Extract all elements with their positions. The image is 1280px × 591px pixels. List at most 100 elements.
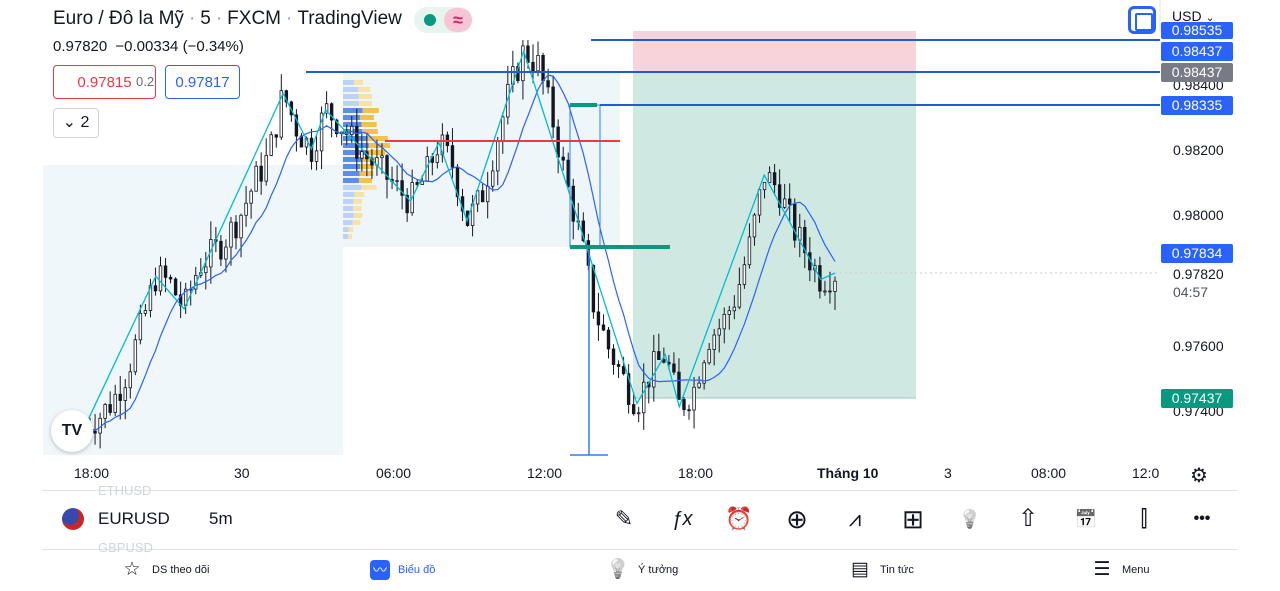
price-change-pct: (−0.34%)	[182, 38, 244, 55]
candle-body	[672, 363, 676, 373]
more-icon[interactable]: •••	[1193, 510, 1211, 527]
nav-news[interactable]: ▤ Tin tức	[848, 556, 914, 584]
candle-body	[833, 280, 837, 292]
time-tick: 12:00	[527, 465, 563, 481]
sell-button[interactable]: 0.97815	[53, 65, 156, 99]
sell-price: 0.97815	[77, 74, 132, 91]
candle-body	[777, 184, 782, 208]
eu-us-flag-icon	[62, 508, 84, 530]
candle-body	[742, 264, 747, 285]
volume-bar-buy	[343, 213, 354, 218]
stop-zone[interactable]	[633, 31, 916, 72]
volume-bar-buy	[343, 150, 367, 155]
chart-settings-gear-icon[interactable]: ⚙	[1190, 465, 1208, 487]
time-tick: 30	[234, 465, 250, 481]
volume-bar-buy	[343, 206, 354, 211]
candle-body	[601, 324, 606, 331]
candle-body	[657, 351, 661, 360]
chart-title[interactable]: Euro / Đô la Mỹ · 5 · FXCM · TradingView	[53, 8, 402, 29]
candle-body	[420, 180, 424, 185]
market-open-dot-icon	[424, 14, 436, 26]
candle-body	[133, 339, 138, 373]
volume-bar-buy	[343, 164, 361, 169]
candle-body	[767, 172, 772, 183]
chevron-down-icon: ⌄	[62, 114, 77, 131]
price-label-stop[interactable]: 0.98535	[1161, 22, 1233, 39]
layout-grid-icon[interactable]: ⊞	[902, 504, 924, 534]
candle-body	[687, 409, 691, 412]
tradingview-logo-icon[interactable]: TV	[51, 410, 93, 452]
candle-body	[793, 203, 797, 241]
price-label-entry-gray[interactable]: 0.98437	[1161, 63, 1233, 82]
timeframe-selector[interactable]: 5m	[209, 509, 233, 528]
idea-bulb-icon[interactable]: 💡	[958, 509, 982, 529]
indicators-icon[interactable]: ƒx	[671, 508, 693, 530]
candle-body	[148, 285, 153, 311]
candle-body	[737, 284, 742, 308]
nav-label: Tin tức	[880, 564, 914, 576]
volume-bar-sell	[362, 129, 378, 134]
volume-bar-sell	[362, 108, 379, 113]
chevron-down-icon: ⌄	[1205, 12, 1215, 24]
time-tick: 3	[944, 465, 952, 481]
nav-ideas[interactable]: 💡 Ý tưởng	[606, 556, 678, 584]
alert-clock-icon[interactable]: ⏰	[725, 506, 753, 531]
candle-body	[254, 165, 258, 192]
candle-body	[249, 190, 253, 204]
price-label-target[interactable]: 0.97437	[1161, 389, 1233, 408]
fullscreen-icon[interactable]	[1128, 6, 1156, 34]
volume-bar-sell	[352, 220, 361, 225]
indicator-toggle-button[interactable]: ⌄ 2	[53, 108, 99, 138]
nav-label: Ý tưởng	[638, 564, 679, 576]
candle-body	[294, 114, 299, 137]
volume-bar-buy	[343, 94, 359, 99]
volume-bar-buy	[343, 157, 362, 162]
candle-body	[279, 90, 284, 138]
candle-style-icon[interactable]: ⫿	[1140, 506, 1148, 531]
volume-bar-buy	[343, 171, 360, 176]
price-label-entry[interactable]: 0.98437	[1161, 42, 1233, 61]
add-icon[interactable]: ⊕	[786, 504, 808, 534]
buy-price: 0.97817	[175, 74, 230, 91]
candle-body	[662, 359, 666, 363]
candle-body	[229, 221, 233, 248]
candle-body	[692, 386, 696, 411]
prev-symbol-ghost: ETHUSD	[98, 483, 152, 498]
candle-body	[611, 348, 616, 365]
buy-button[interactable]: 0.97817	[165, 65, 240, 99]
candle-body	[450, 145, 455, 168]
candle-body	[395, 180, 399, 183]
nav-menu[interactable]: ☰ Menu	[1090, 556, 1150, 584]
volume-bar-buy	[343, 178, 359, 183]
nav-watchlist[interactable]: ☆ DS theo dõi	[120, 556, 209, 584]
candle-body	[772, 172, 777, 186]
candle-body	[501, 116, 505, 142]
symbol-selector[interactable]: EURUSD	[98, 509, 170, 528]
candle-body	[626, 373, 631, 405]
interval-label: 5	[200, 8, 211, 29]
volume-bar-buy	[343, 199, 354, 204]
market-status[interactable]: ≈	[414, 7, 472, 33]
chart-type-icon[interactable]: ⩘	[848, 506, 862, 531]
price-label-ma[interactable]: 0.97834	[1161, 244, 1233, 263]
candle-body	[153, 285, 158, 292]
volume-bar-sell	[361, 157, 377, 162]
nav-chart[interactable]: 〰 Biểu đồ	[370, 556, 435, 584]
candle-body	[536, 55, 540, 72]
replay-calendar-icon[interactable]: 📅	[1074, 509, 1098, 529]
candle-body	[405, 194, 409, 214]
candle-body	[103, 404, 107, 419]
draw-tool-icon[interactable]: ✎	[614, 506, 634, 531]
time-tick: 06:00	[376, 465, 412, 481]
candle-body	[380, 155, 384, 159]
nav-label: Menu	[1122, 564, 1150, 576]
candle-body	[259, 165, 263, 182]
candle-body	[163, 265, 168, 278]
candle-body	[606, 329, 611, 350]
candle-body	[440, 134, 445, 156]
share-icon[interactable]: ⇧	[1017, 505, 1039, 532]
currency-selector[interactable]: USD ⌄	[1172, 8, 1215, 24]
price-label-level[interactable]: 0.98335	[1161, 96, 1233, 115]
candle-body	[697, 382, 701, 388]
